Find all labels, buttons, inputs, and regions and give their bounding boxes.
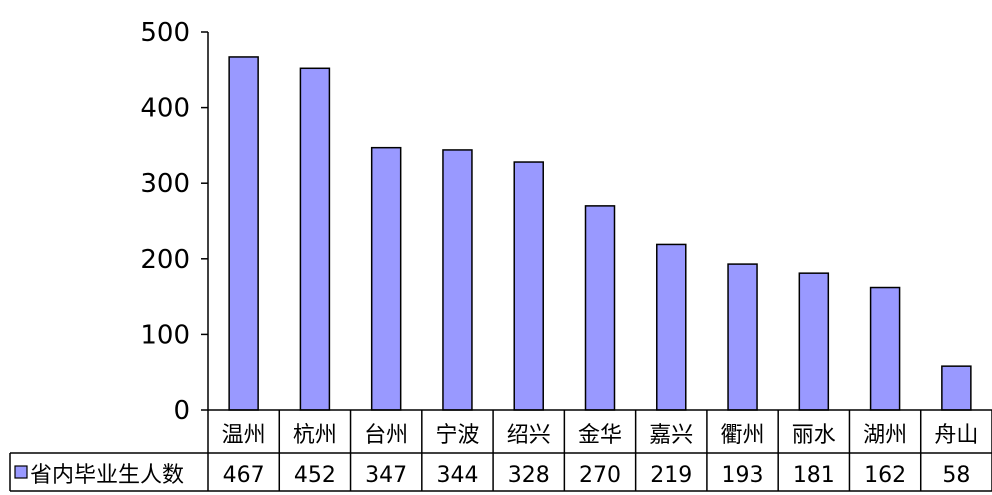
data-label: 347 — [365, 463, 407, 488]
data-label: 344 — [436, 463, 478, 488]
y-tick-label: 400 — [140, 94, 190, 124]
category-label: 宁波 — [435, 423, 479, 448]
category-label: 金华 — [578, 423, 622, 448]
data-label: 58 — [942, 463, 970, 488]
category-label: 丽水 — [792, 423, 836, 448]
bar-舟山 — [941, 365, 972, 411]
y-tick-label: 0 — [173, 396, 190, 426]
y-tick-label: 500 — [140, 18, 190, 48]
bar-丽水 — [798, 272, 830, 411]
category-label: 温州 — [222, 423, 266, 448]
category-label: 绍兴 — [507, 423, 551, 448]
y-tick-label: 100 — [140, 320, 190, 350]
legend-series-name: 省内毕业生人数 — [30, 463, 184, 488]
data-label: 219 — [650, 463, 692, 488]
data-label: 452 — [294, 463, 336, 488]
bar-温州 — [228, 56, 259, 411]
category-label: 台州 — [364, 423, 408, 448]
data-label: 193 — [722, 463, 764, 488]
data-label: 328 — [508, 463, 550, 488]
bar-衢州 — [727, 263, 758, 411]
legend-key — [14, 465, 28, 479]
bar-杭州 — [299, 67, 331, 411]
data-label: 181 — [793, 463, 835, 488]
data-table: 温州 杭州 台州 宁波 绍兴 金华 嘉兴 衢州 丽水 湖州 舟山 467 452 347 344 328 270… — [9, 409, 992, 492]
data-label: 270 — [579, 463, 621, 488]
bar-金华 — [584, 205, 616, 411]
bar-绍兴 — [513, 161, 544, 411]
y-tick-label: 200 — [140, 245, 190, 275]
bar-台州 — [370, 146, 402, 411]
data-label: 162 — [864, 463, 906, 488]
bar-湖州 — [869, 286, 901, 411]
y-axis: 0 100 200 300 400 500 — [140, 18, 209, 426]
category-label: 舟山 — [934, 423, 978, 448]
y-tick-label: 300 — [140, 169, 190, 199]
bar-宁波 — [442, 149, 473, 411]
bars — [228, 56, 972, 411]
category-label: 嘉兴 — [649, 423, 693, 448]
category-label: 衢州 — [721, 423, 765, 448]
category-label: 湖州 — [863, 423, 907, 448]
data-label: 467 — [223, 463, 265, 488]
bar-嘉兴 — [656, 243, 687, 411]
category-label: 杭州 — [293, 423, 337, 448]
